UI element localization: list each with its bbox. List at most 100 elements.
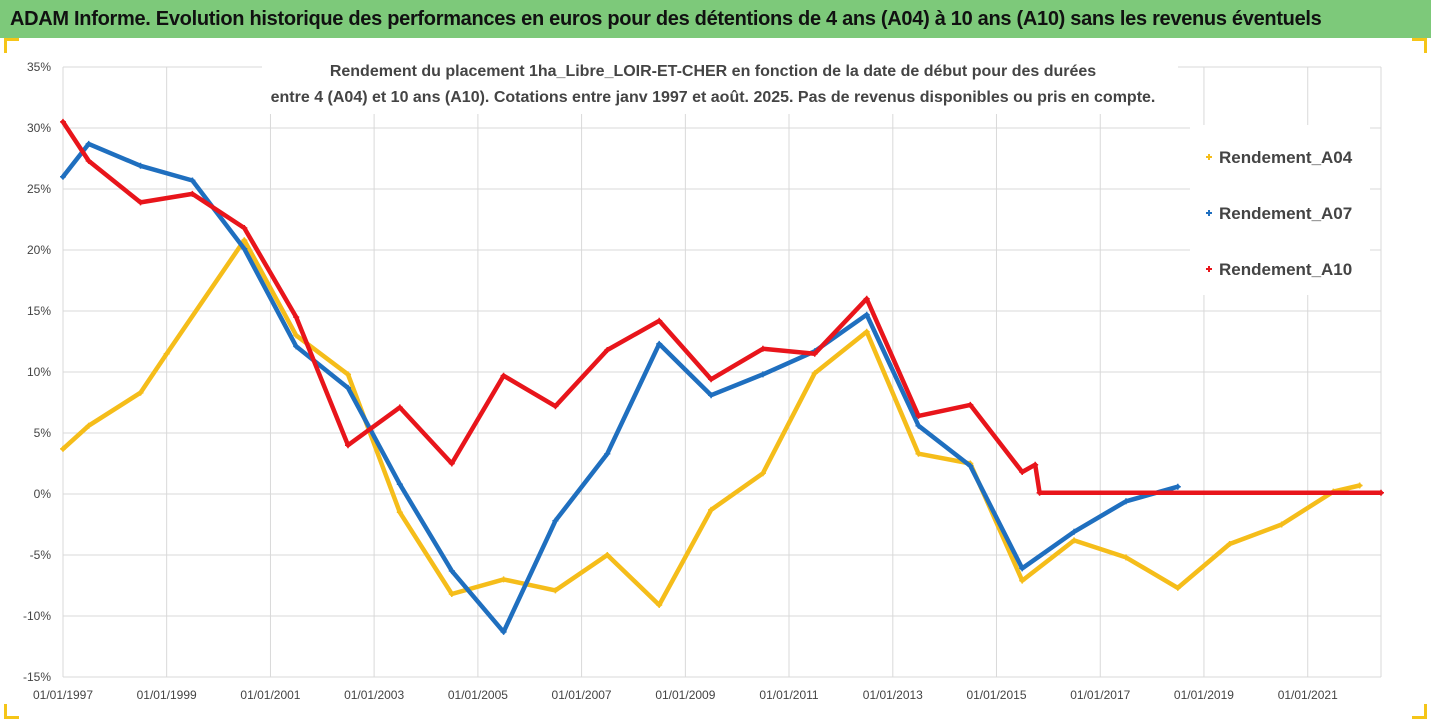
data-point (500, 576, 507, 583)
x-tick-label: 01/01/2013 (863, 688, 923, 702)
data-point (345, 371, 351, 378)
data-point (604, 552, 611, 558)
data-point (604, 450, 611, 457)
legend-label: Rendement_A07 (1219, 204, 1352, 223)
data-point (708, 376, 715, 383)
y-tick-label: -10% (23, 609, 51, 623)
data-point (1123, 554, 1129, 561)
data-point (1019, 565, 1026, 572)
data-point (759, 371, 766, 378)
x-tick-label: 01/01/2019 (1174, 688, 1234, 702)
x-tick-label: 01/01/2007 (552, 688, 612, 702)
x-tick-label: 01/01/2015 (966, 688, 1026, 702)
data-point (60, 445, 66, 452)
data-point (863, 328, 870, 335)
x-tick-label: 01/01/2001 (240, 688, 300, 702)
legend-marker (1206, 154, 1212, 160)
data-point (500, 628, 507, 635)
data-point (85, 157, 92, 164)
data-point (448, 567, 455, 574)
data-point (85, 422, 92, 429)
data-point (500, 372, 507, 379)
frame-corner-top-right (1412, 38, 1427, 53)
data-point (915, 450, 922, 457)
data-point (1032, 461, 1039, 468)
data-point (293, 343, 300, 350)
x-tick-label: 01/01/1997 (33, 688, 93, 702)
x-tick-label: 01/01/2009 (655, 688, 715, 702)
data-point (915, 422, 922, 429)
y-tick-label: 15% (27, 304, 51, 318)
frame-corner-top-left (4, 38, 19, 53)
data-point (85, 140, 92, 147)
y-tick-label: 30% (27, 121, 51, 135)
data-point (189, 190, 196, 197)
data-point (1226, 541, 1233, 547)
data-point (1174, 483, 1181, 490)
series-Rendement_A07 (60, 140, 1181, 635)
data-point (552, 517, 559, 524)
data-point (1278, 521, 1285, 528)
y-tick-label: 10% (27, 365, 51, 379)
data-point (396, 509, 403, 516)
data-point (189, 177, 196, 184)
y-tick-label: 20% (27, 243, 51, 257)
x-tick-label: 01/01/2021 (1278, 688, 1338, 702)
data-point (241, 237, 248, 244)
frame-corner-bottom-left (4, 704, 19, 719)
data-point (811, 370, 818, 377)
legend-box (1190, 125, 1370, 295)
chart-title-line: Rendement du placement 1ha_Libre_LOIR-ET… (330, 63, 1096, 80)
series-line (60, 119, 1384, 496)
x-tick-label: 01/01/1999 (137, 688, 197, 702)
data-point (708, 392, 715, 399)
x-tick-label: 01/01/2003 (344, 688, 404, 702)
data-point (967, 401, 974, 408)
series-Rendement_A10 (60, 118, 1384, 496)
y-tick-label: -5% (30, 548, 52, 562)
legend-label: Rendement_A04 (1219, 148, 1353, 167)
data-point (1071, 528, 1078, 535)
y-tick-label: -15% (23, 670, 51, 684)
data-point (396, 481, 403, 488)
data-point (293, 314, 300, 321)
legend-marker (1206, 210, 1212, 216)
data-point (1356, 482, 1363, 489)
data-point (656, 602, 663, 608)
data-point (448, 591, 455, 597)
data-point (656, 317, 663, 324)
data-point (863, 311, 870, 318)
legend-marker (1206, 266, 1212, 272)
chart-title-box (262, 52, 1178, 114)
data-point (811, 350, 818, 357)
y-tick-label: 25% (27, 182, 51, 196)
y-tick-label: 5% (34, 426, 52, 440)
chart-title-line: entre 4 (A04) et 10 ans (A10). Cotations… (271, 89, 1156, 106)
data-point (163, 350, 170, 357)
title-banner: ADAM Informe. Evolution historique des p… (0, 0, 1431, 38)
data-point (1123, 498, 1129, 505)
data-point (656, 340, 663, 347)
x-tick-label: 01/01/2017 (1070, 688, 1130, 702)
data-point (345, 384, 351, 391)
data-point (60, 173, 66, 180)
data-point (241, 245, 248, 252)
legend-label: Rendement_A10 (1219, 260, 1352, 279)
data-point (552, 403, 559, 410)
data-point (915, 412, 922, 419)
y-tick-label: 35% (27, 60, 51, 74)
data-point (396, 404, 403, 411)
data-point (293, 332, 300, 339)
data-point (708, 506, 715, 513)
frame-corner-bottom-right (1412, 704, 1427, 719)
data-point (1019, 577, 1026, 584)
x-tick-label: 01/01/2005 (448, 688, 508, 702)
series-Rendement_A04 (60, 237, 1363, 608)
data-point (137, 162, 144, 169)
data-point (137, 389, 144, 396)
data-point (241, 225, 248, 231)
data-point (1036, 489, 1043, 496)
data-point (1019, 469, 1026, 475)
data-point (448, 460, 455, 467)
